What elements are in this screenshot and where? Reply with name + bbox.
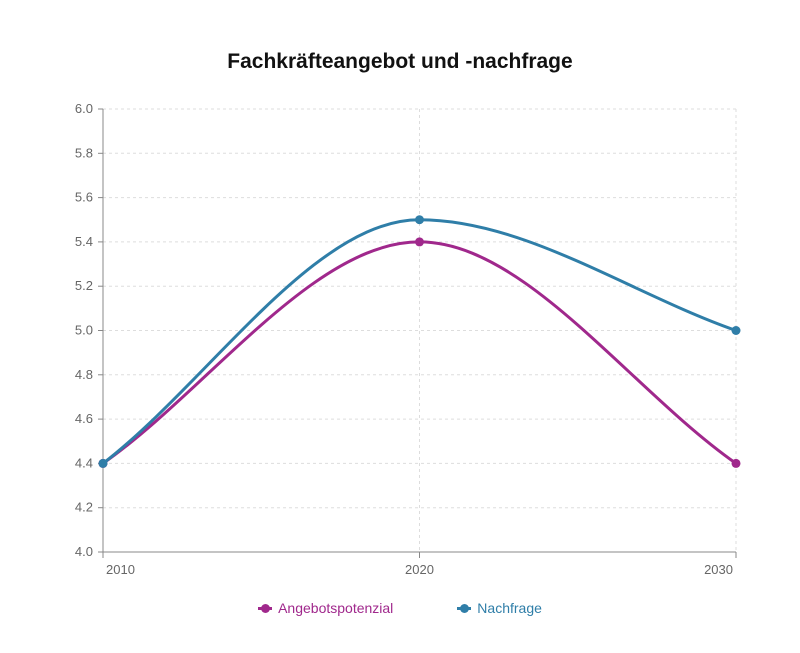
y-axis-ticks: 4.0 4.2 4.4 4.6 4.8 5.0 5.2 5.4 5.6 5.8 6.0: [75, 101, 103, 559]
x-tick-label: 2020: [405, 562, 434, 577]
y-tick-label: 4.0: [75, 544, 93, 559]
data-point-nachfrage: [98, 458, 108, 468]
legend-item-angebotspotenzial[interactable]: Angebotspotenzial: [258, 600, 393, 616]
y-tick-label: 6.0: [75, 101, 93, 116]
x-tick-label: 2030: [704, 562, 733, 577]
x-axis-ticks: 2010 2020 2030: [102, 552, 737, 577]
y-tick-label: 5.8: [75, 145, 93, 160]
y-tick-label: 5.2: [75, 278, 93, 293]
data-point-angebotspotenzial: [731, 458, 741, 468]
data-point-nachfrage: [731, 326, 741, 335]
legend-swatch-angebotspotenzial: [258, 603, 273, 613]
legend-swatch-nachfrage: [457, 603, 472, 613]
series-line-nachfrage: [102, 218, 737, 465]
legend-label-nachfrage: Nachfrage: [477, 600, 542, 616]
x-tick-label: 2010: [106, 562, 135, 577]
chart-title: Fachkräfteangebot und -nachfrage: [227, 50, 573, 73]
y-tick-label: 5.4: [75, 234, 93, 249]
y-tick-label: 5.0: [75, 323, 93, 338]
data-point-angebotspotenzial: [415, 237, 424, 247]
legend-label-angebotspotenzial: Angebotspotenzial: [278, 600, 394, 616]
chart-series: [98, 215, 741, 468]
legend-item-nachfrage[interactable]: Nachfrage: [457, 600, 542, 616]
data-point-nachfrage: [415, 215, 424, 225]
y-tick-label: 4.8: [75, 367, 93, 382]
y-tick-label: 5.6: [75, 190, 93, 205]
y-tick-label: 4.6: [75, 411, 93, 426]
chart-legend: Angebotspotenzial Nachfrage: [0, 600, 800, 616]
y-tick-label: 4.2: [75, 500, 93, 515]
series-line-angebotspotenzial: [102, 240, 737, 465]
chart-grid: [103, 108, 737, 552]
y-tick-label: 4.4: [75, 455, 93, 470]
